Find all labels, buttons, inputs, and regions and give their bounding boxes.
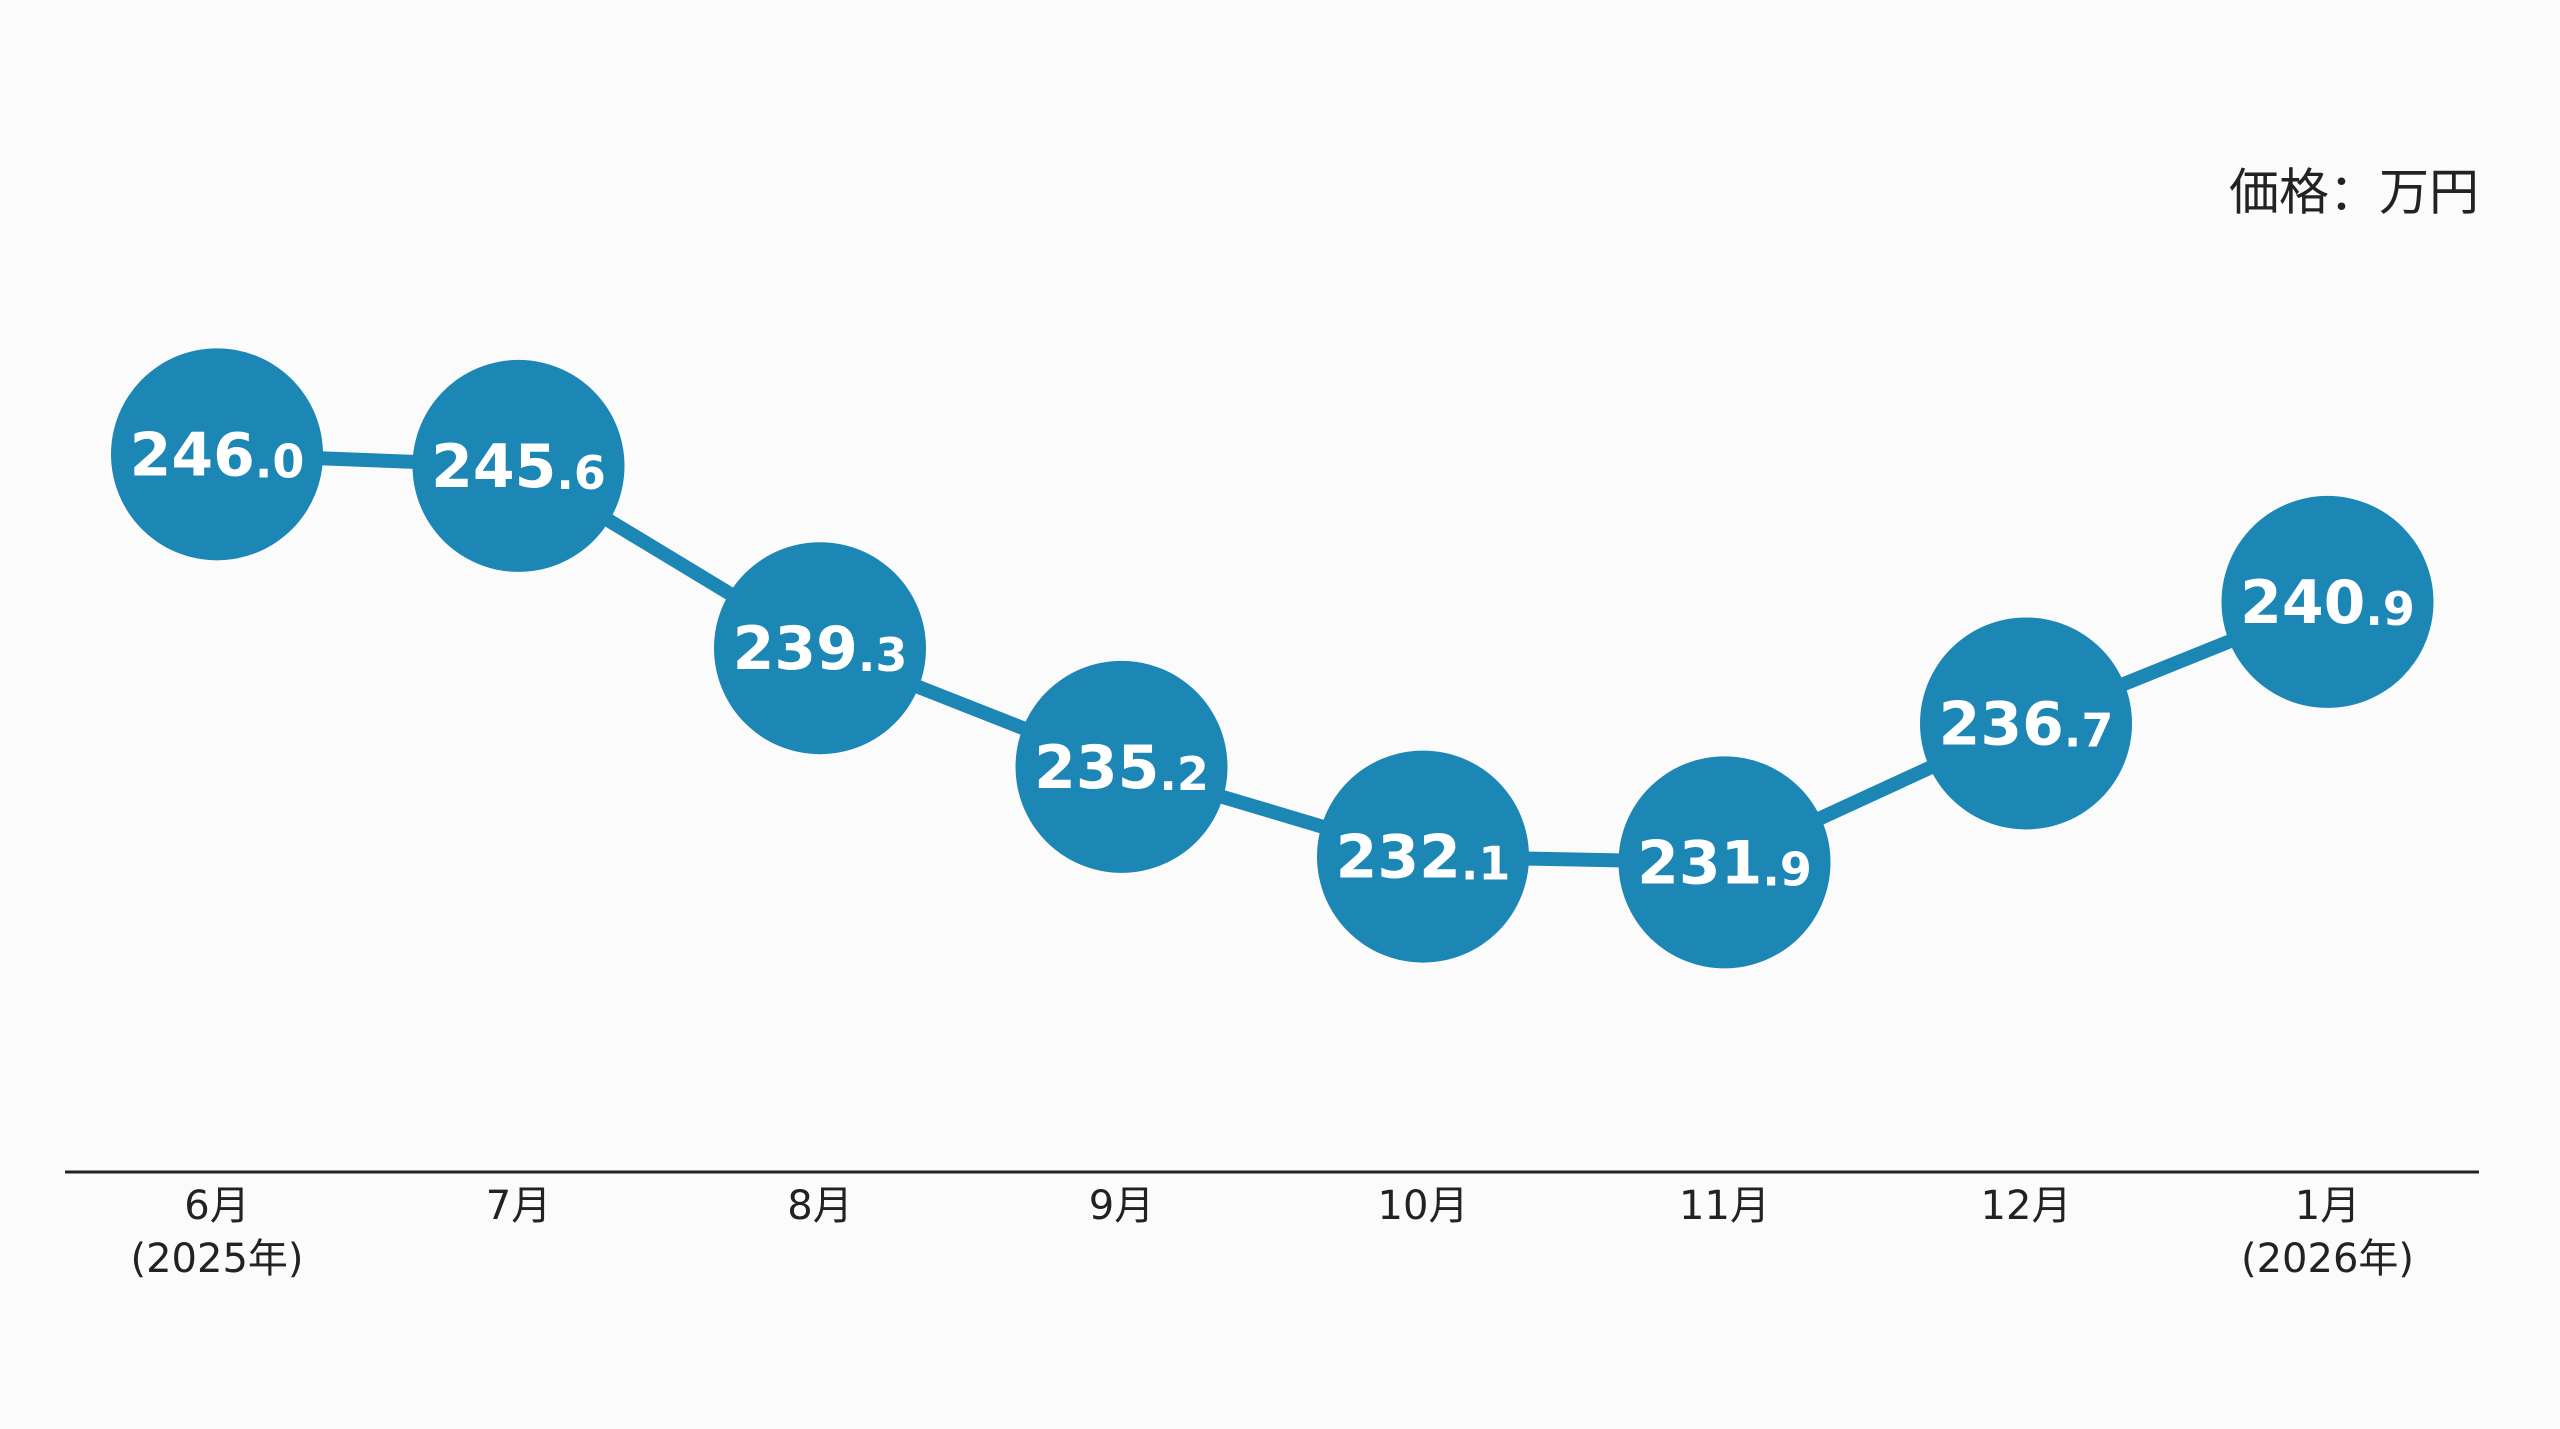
x-tick-label: 11月 — [1679, 1183, 1770, 1229]
point-marker — [2221, 495, 2434, 708]
value-label: 235.2 — [1034, 732, 1209, 802]
point-marker — [111, 348, 323, 561]
value-label: 246.0 — [130, 420, 305, 490]
point-marker — [1015, 660, 1228, 873]
value-label: 232.1 — [1336, 822, 1511, 892]
unit-label: 価格：万円 — [2229, 164, 2479, 222]
value-label: 239.3 — [733, 614, 908, 684]
x-tick-label: 8月 — [787, 1183, 852, 1229]
x-tick-label: 1月(2026年) — [2241, 1183, 2414, 1282]
x-tick-label: 6月(2025年) — [130, 1183, 303, 1282]
point-marker — [1317, 750, 1529, 963]
point-marker — [412, 359, 625, 572]
value-label: 240.9 — [2240, 568, 2415, 638]
value-label: 236.7 — [1939, 689, 2114, 759]
point-marker — [1920, 617, 2132, 830]
x-tick-label: 7月 — [486, 1183, 551, 1229]
point-marker — [1618, 756, 1831, 969]
value-label: 231.9 — [1637, 828, 1812, 898]
point-marker — [714, 542, 926, 755]
x-tick-label: 9月 — [1089, 1183, 1154, 1229]
x-tick-label: 10月 — [1378, 1183, 1469, 1229]
value-label: 245.6 — [431, 431, 606, 501]
x-tick-label: 12月 — [1981, 1183, 2072, 1229]
